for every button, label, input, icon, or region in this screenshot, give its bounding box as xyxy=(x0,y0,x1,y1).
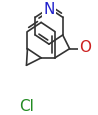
Text: N: N xyxy=(43,2,55,16)
Text: Cl: Cl xyxy=(19,98,34,113)
Text: O: O xyxy=(79,40,91,54)
